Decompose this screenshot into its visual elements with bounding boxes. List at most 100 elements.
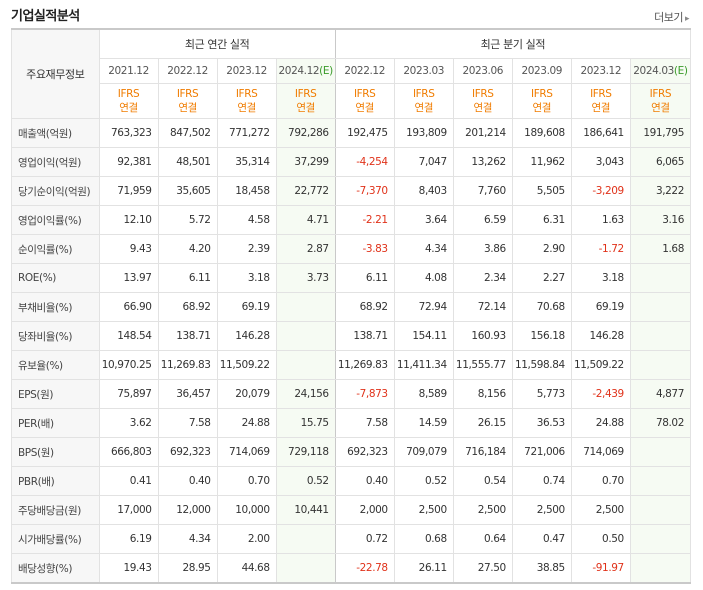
table-cell: 18,458 <box>216 176 277 206</box>
table-cell: 11,598.84 <box>511 350 572 380</box>
basis-scope: 연결 <box>532 102 552 114</box>
table-cell: 75,897 <box>98 379 159 409</box>
row-label: 배당성향(%) <box>11 553 100 584</box>
basis-scope: 연결 <box>119 102 138 114</box>
table-cell: 714,069 <box>216 437 277 467</box>
table-cell: 36,457 <box>157 379 218 409</box>
basis-scope: 연결 <box>473 102 493 114</box>
period-label: 2021.12 <box>108 65 149 77</box>
table-cell <box>629 466 692 496</box>
more-link[interactable]: 더보기 ▸ <box>654 9 689 25</box>
table-cell: 70.68 <box>511 292 572 322</box>
period-header-row: 2021.12 2022.12 2023.12 2024.12(E) 2022.12 20… <box>12 58 692 84</box>
basis-scope: 연결 <box>355 102 374 114</box>
table-cell: 3.64 <box>393 205 454 235</box>
table-cell: 0.41 <box>98 466 159 496</box>
table-cell: 716,184 <box>452 437 513 467</box>
table-cell: 48,501 <box>157 147 218 177</box>
period-label: 2023.06 <box>462 65 504 77</box>
table-cell: 11,269.83 <box>157 350 218 380</box>
table-cell: -1.72 <box>570 234 631 264</box>
table-cell: 2.90 <box>511 234 572 264</box>
table-cell: 7.58 <box>334 408 395 438</box>
basis-header: IFRS 연결 <box>452 83 513 119</box>
basis-standard: IFRS <box>176 88 199 100</box>
table-cell: 6.31 <box>511 205 572 235</box>
table-row: 부채비율(%) 66.90 68.92 69.19 68.92 72.94 72.14 70.… <box>11 292 692 322</box>
table-cell: 7,047 <box>393 147 454 177</box>
table-cell: 138.71 <box>334 321 395 351</box>
basis-scope: 연결 <box>591 102 611 114</box>
basis-scope: 연결 <box>237 102 256 114</box>
table-cell: -2.21 <box>334 205 395 235</box>
row-label: PER(배) <box>11 408 100 438</box>
table-cell: 189,608 <box>511 118 572 148</box>
basis-standard: IFRS <box>590 88 612 100</box>
table-cell: 3.16 <box>629 205 692 235</box>
table-cell: 2.39 <box>216 234 277 264</box>
table-cell: 4,877 <box>629 379 692 409</box>
table-cell <box>629 321 692 351</box>
row-label: ROE(%) <box>11 263 100 293</box>
table-row: ROE(%) 13.97 6.11 3.18 3.73 6.11 4.08 2.34 2.27 3… <box>11 263 692 293</box>
estimate-mark: (E) <box>673 65 688 77</box>
table-row: 영업이익(억원) 92,381 48,501 35,314 37,299 -4,254 7,… <box>11 147 692 177</box>
table-cell <box>629 553 692 584</box>
table-cell: 763,323 <box>98 118 159 148</box>
table-cell: 0.74 <box>511 466 572 496</box>
table-cell: 0.47 <box>511 524 572 554</box>
table-cell: 201,214 <box>452 118 513 148</box>
table-cell: -2,439 <box>570 379 631 409</box>
basis-scope: 연결 <box>178 102 197 114</box>
table-cell: 3.73 <box>275 263 336 293</box>
table-cell: 37,299 <box>275 147 336 177</box>
table-cell <box>275 524 336 554</box>
table-cell: 8,589 <box>393 379 454 409</box>
table-cell: 10,970.25 <box>98 350 159 380</box>
table-cell: 11,411.34 <box>393 350 454 380</box>
table-cell: 2,000 <box>334 495 395 525</box>
table-cell: 2,500 <box>511 495 572 525</box>
table-cell: 0.50 <box>570 524 631 554</box>
table-cell <box>275 553 336 584</box>
table-cell: 0.70 <box>216 466 277 496</box>
table-cell: 709,079 <box>393 437 454 467</box>
table-cell: 19.43 <box>98 553 159 584</box>
table-cell: 12.10 <box>98 205 159 235</box>
table-cell <box>629 495 692 525</box>
table-row: PBR(배) 0.41 0.40 0.70 0.52 0.40 0.52 0.54 0.74 0.… <box>11 466 692 496</box>
table-cell: 1.68 <box>629 234 692 264</box>
table-cell: 2.34 <box>452 263 513 293</box>
period-header: 2024.03(E) <box>629 58 692 84</box>
table-cell: 68.92 <box>157 292 218 322</box>
table-cell: 2.00 <box>216 524 277 554</box>
row-label: 영업이익률(%) <box>11 205 100 235</box>
basis-standard: IFRS <box>353 88 376 100</box>
table-cell: 4.34 <box>157 524 218 554</box>
chevron-right-icon: ▸ <box>684 14 690 24</box>
table-cell: 13.97 <box>98 263 159 293</box>
table-row: 매출액(억원) 763,323 847,502 771,272 792,286 192,4… <box>11 118 692 148</box>
table-cell: 4.71 <box>275 205 336 235</box>
table-cell: 36.53 <box>511 408 572 438</box>
basis-header: IFRS 연결 <box>629 83 692 119</box>
table-cell: 160.93 <box>452 321 513 351</box>
table-cell <box>275 292 336 322</box>
basis-standard: IFRS <box>649 88 672 100</box>
table-cell: 138.71 <box>157 321 218 351</box>
basis-standard: IFRS <box>235 88 258 100</box>
table-row: 배당성향(%) 19.43 28.95 44.68 -22.78 26.11 27.50 38… <box>11 553 692 584</box>
period-header: 2023.06 <box>452 58 513 84</box>
more-link-label: 더보기 <box>654 11 683 24</box>
row-label: 시가배당률(%) <box>11 524 100 554</box>
table-cell: 24.88 <box>570 408 631 438</box>
table-cell: -91.97 <box>570 553 631 584</box>
table-cell: 146.28 <box>570 321 631 351</box>
table-cell: 72.14 <box>452 292 513 322</box>
table-cell: 6,065 <box>629 147 692 177</box>
table-cell: -7,370 <box>334 176 395 206</box>
table-cell: 78.02 <box>629 408 692 438</box>
row-label: 당좌비율(%) <box>11 321 100 351</box>
table-cell <box>629 263 692 293</box>
table-cell: 0.52 <box>393 466 454 496</box>
